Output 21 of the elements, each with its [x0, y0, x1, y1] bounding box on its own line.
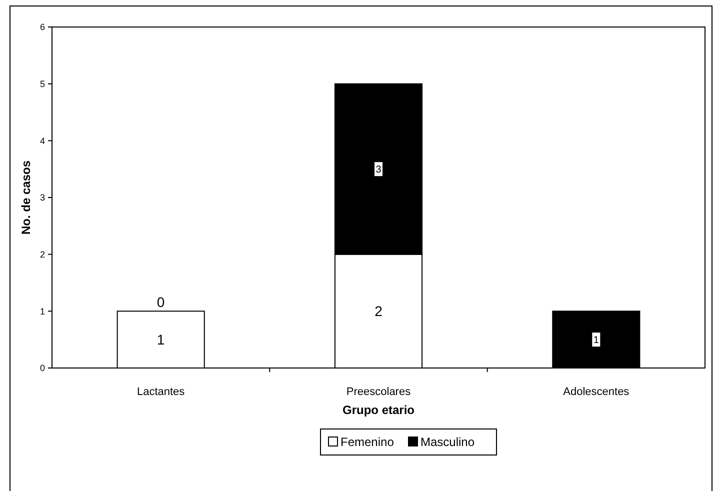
x-tick-label: Preescolares [346, 386, 412, 398]
y-tick-label: 2 [40, 249, 45, 260]
data-label: 1 [156, 331, 165, 348]
legend-label: Masculino [420, 435, 475, 450]
data-label: 0 [156, 294, 165, 310]
x-axis-title: Grupo etario [342, 403, 415, 417]
data-label: 3 [376, 164, 382, 176]
data-label: 2 [374, 303, 383, 320]
y-axis-title: No. de casos [19, 160, 33, 235]
bar [552, 310, 640, 368]
y-tick-label: 1 [40, 306, 45, 316]
y-tick-label: 5 [40, 78, 45, 89]
x-tick-label: Lactantes [136, 386, 186, 398]
y-tick-label: 6 [40, 22, 45, 32]
y-tick-label: 0 [40, 363, 45, 374]
data-label: 1 [593, 335, 600, 346]
y-tick-label: 4 [40, 136, 45, 146]
bar [116, 310, 205, 368]
legend-label: Femenino [340, 435, 394, 450]
x-tick-label: Adolescentes [563, 386, 630, 398]
y-tick-label: 3 [40, 192, 45, 203]
